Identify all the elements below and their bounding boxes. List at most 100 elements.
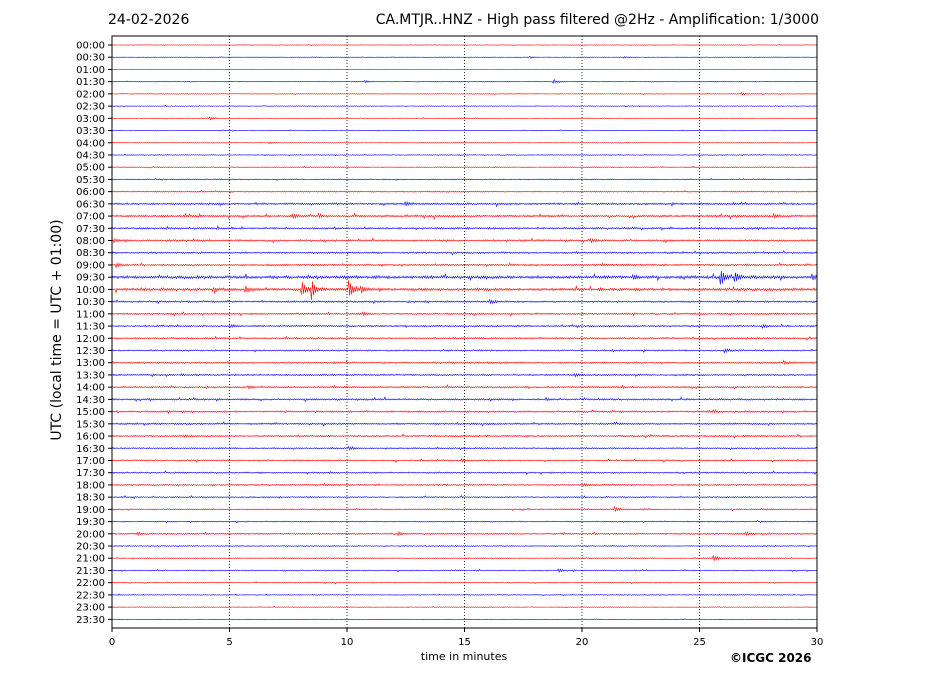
x-tick-label: 15: [458, 637, 471, 648]
trace-11:00: [111, 311, 818, 317]
chart-title: CA.MTJR..HNZ - High pass filtered @2Hz -…: [375, 12, 819, 28]
y-tick-label: 08:00: [76, 236, 105, 247]
x-axis-label: time in minutes: [420, 650, 508, 663]
trace-22:30: [111, 593, 818, 597]
y-tick-label: 09:00: [76, 260, 105, 271]
y-tick-label: 07:00: [76, 212, 105, 223]
y-tick-label: 16:30: [76, 444, 105, 455]
trace-20:30: [111, 544, 818, 548]
trace-23:00: [111, 605, 818, 609]
date-label: 24-02-2026: [108, 12, 190, 28]
trace-00:00: [111, 44, 818, 46]
y-axis-label: UTC (local time = UTC + 01:00): [49, 219, 65, 441]
trace-02:00: [111, 91, 818, 96]
trace-06:00: [111, 189, 818, 194]
y-tick-label: 02:00: [76, 89, 105, 100]
trace-08:00: [111, 237, 818, 244]
trace-19:30: [111, 520, 818, 524]
trace-18:00: [111, 482, 818, 487]
trace-12:00: [111, 335, 818, 341]
trace-16:30: [111, 445, 818, 451]
trace-02:30: [111, 104, 818, 108]
x-tick-label: 10: [341, 637, 354, 648]
y-tick-label: 02:30: [76, 102, 105, 113]
trace-01:00: [111, 68, 818, 71]
y-tick-label: 10:00: [76, 285, 105, 296]
trace-15:30: [111, 421, 818, 427]
trace-03:30: [111, 129, 818, 132]
y-tick-label: 04:30: [76, 150, 105, 161]
y-tick-label: 19:00: [76, 505, 105, 516]
grid-lines: [229, 36, 700, 628]
trace-04:00: [111, 141, 818, 145]
trace-19:00: [111, 505, 818, 513]
y-tick-label: 22:30: [76, 590, 105, 601]
seismic-traces: [111, 44, 818, 621]
trace-23:30: [111, 618, 818, 621]
y-tick-label: 18:00: [76, 480, 105, 491]
trace-20:00: [111, 530, 818, 537]
x-tick-label: 0: [109, 637, 115, 648]
y-tick-label: 03:00: [76, 114, 105, 125]
x-tick-label: 5: [226, 637, 232, 648]
trace-12:30: [111, 348, 818, 354]
y-tick-label: 12:00: [76, 334, 105, 345]
y-tick-label: 23:00: [76, 603, 105, 614]
trace-09:30: [111, 270, 818, 285]
y-tick-label: 13:30: [76, 370, 105, 381]
x-tick-label: 20: [576, 637, 589, 648]
y-tick-label: 01:30: [76, 77, 105, 88]
y-tick-label: 15:30: [76, 419, 105, 430]
y-tick-label: 13:00: [76, 358, 105, 369]
trace-18:30: [111, 495, 818, 500]
trace-07:30: [111, 225, 818, 231]
y-tick-label: 20:00: [76, 529, 105, 540]
y-tick-label: 05:00: [76, 163, 105, 174]
y-tick-label: 23:30: [76, 615, 105, 626]
y-tick-label: 11:00: [76, 309, 105, 320]
y-tick-label: 03:30: [76, 126, 105, 137]
trace-05:30: [111, 177, 818, 181]
trace-10:00: [111, 280, 818, 301]
y-tick-label: 10:30: [76, 297, 105, 308]
y-tick-label: 17:00: [76, 456, 105, 467]
y-tick-label: 22:00: [76, 578, 105, 589]
y-tick-label: 06:30: [76, 199, 105, 210]
trace-16:00: [111, 433, 818, 439]
y-tick-label: 00:00: [76, 41, 105, 52]
y-tick-label: 20:30: [76, 542, 105, 553]
y-tick-label: 14:30: [76, 395, 105, 406]
trace-14:30: [111, 396, 818, 403]
y-tick-label: 09:30: [76, 273, 105, 284]
y-tick-label: 21:30: [76, 566, 105, 577]
trace-14:00: [111, 384, 818, 390]
x-tick-label: 30: [811, 637, 824, 648]
y-tick-label: 04:00: [76, 138, 105, 149]
y-tick-label: 12:30: [76, 346, 105, 357]
trace-11:30: [111, 323, 818, 329]
copyright-credit: ©ICGC 2026: [730, 651, 812, 665]
y-tick-label: 18:30: [76, 493, 105, 504]
trace-04:30: [111, 153, 818, 157]
trace-15:00: [111, 409, 818, 415]
trace-21:00: [111, 555, 818, 561]
y-tick-label: 16:00: [76, 432, 105, 443]
trace-06:30: [111, 200, 818, 208]
y-tick-label: 17:30: [76, 468, 105, 479]
y-tick-label: 08:30: [76, 248, 105, 259]
trace-13:00: [111, 359, 818, 366]
plot-frame: [111, 35, 818, 629]
y-tick-label: 21:00: [76, 554, 105, 565]
x-tick-label: 25: [693, 637, 706, 648]
y-tick-label: 07:30: [76, 224, 105, 235]
trace-13:30: [111, 372, 818, 378]
y-tick-label: 01:00: [76, 65, 105, 76]
y-tick-label: 06:00: [76, 187, 105, 198]
trace-07:00: [111, 212, 818, 221]
y-tick-label: 14:00: [76, 383, 105, 394]
trace-08:30: [111, 250, 818, 256]
trace-00:30: [111, 55, 818, 59]
y-tick-label: 05:30: [76, 175, 105, 186]
